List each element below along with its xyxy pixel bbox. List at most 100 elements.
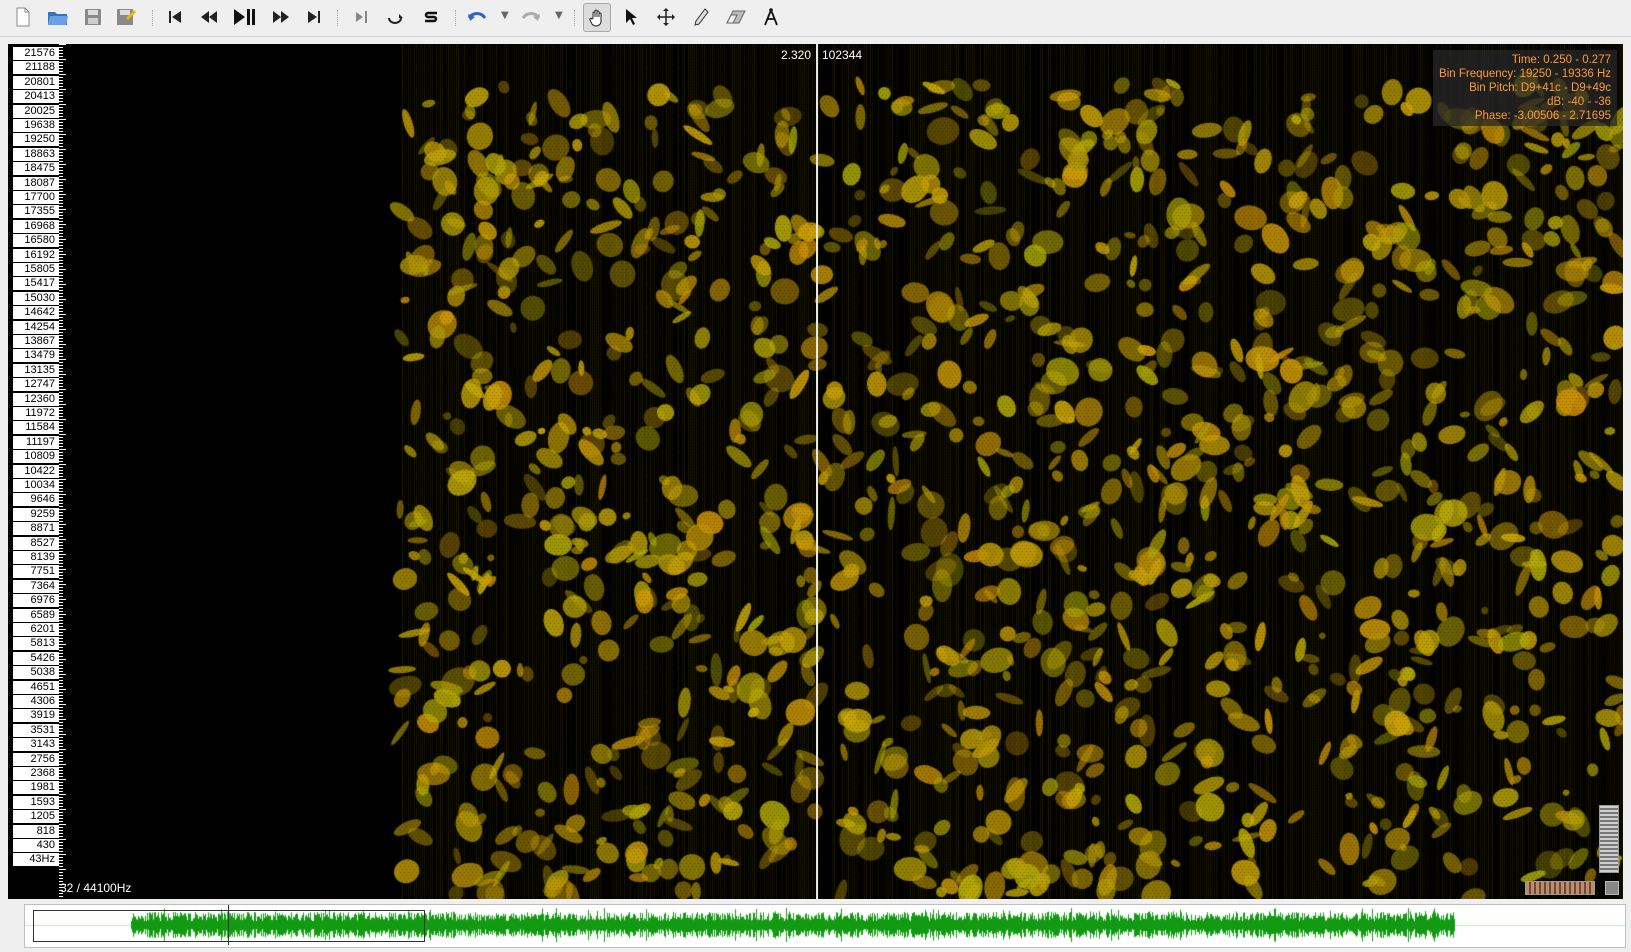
ruler-label: 1593 (13, 795, 59, 809)
ruler-tick (59, 827, 63, 828)
save-session-icon[interactable] (113, 4, 139, 30)
ruler-tick (59, 746, 63, 747)
ruler-label: 3143 (13, 738, 59, 752)
ruler-tick (59, 176, 63, 177)
ruler-tick (59, 380, 63, 381)
toolbar-separator (337, 10, 340, 26)
ruler-tick (59, 509, 66, 510)
ruler-label: 5038 (13, 666, 59, 680)
ruler-tick (59, 803, 63, 804)
redo-dropdown-icon[interactable]: ▼ (555, 10, 563, 21)
move-cross-icon[interactable] (653, 4, 679, 30)
ruler-tick (59, 377, 63, 378)
fast-forward-icon[interactable] (268, 4, 294, 30)
info-bin-pitch: Bin Pitch: D9+41c - D9+49c (1469, 82, 1611, 94)
play-selection-icon[interactable] (348, 4, 374, 30)
ruler-tick (59, 131, 63, 132)
ruler-tick (59, 533, 63, 534)
undo-dropdown-icon[interactable]: ▼ (501, 10, 509, 21)
rewind-to-start-icon[interactable] (162, 4, 188, 30)
overview-view-window[interactable] (33, 910, 425, 942)
new-file-icon[interactable] (10, 4, 36, 30)
rewind-icon[interactable] (196, 4, 222, 30)
ruler-tick (59, 353, 63, 354)
ruler-tick (59, 329, 66, 330)
ruler-tick (59, 203, 63, 204)
ruler-tick (59, 56, 63, 57)
ruler-tick (59, 389, 66, 390)
ruler-tick (59, 722, 63, 723)
ruler-tick (59, 134, 66, 135)
ruler-label: 43Hz (13, 853, 59, 867)
ruler-tick (59, 260, 63, 261)
playhead-cursor[interactable] (816, 44, 818, 899)
ruler-tick (59, 194, 66, 195)
horizontal-zoom-slider[interactable] (1525, 881, 1595, 895)
ruler-tick (59, 227, 63, 228)
save-icon[interactable] (80, 4, 106, 30)
select-arrow-icon[interactable] (618, 4, 644, 30)
measure-compass-icon[interactable] (758, 4, 784, 30)
ruler-label: 11197 (13, 435, 59, 449)
ruler-tick (59, 71, 63, 72)
ruler-tick (59, 149, 66, 150)
redo-icon[interactable] (518, 4, 544, 30)
ruler-tick (59, 521, 63, 522)
undo-icon[interactable] (464, 4, 490, 30)
draw-pencil-icon[interactable] (688, 4, 714, 30)
ruler-tick (59, 419, 66, 420)
ruler-tick (59, 710, 63, 711)
ruler-tick (59, 359, 66, 360)
ruler-tick (59, 266, 63, 267)
solo-icon[interactable] (418, 4, 444, 30)
ruler-tick (59, 341, 63, 342)
ruler-tick (59, 752, 63, 753)
overview-waveform[interactable] (24, 904, 1626, 948)
ruler-tick (59, 422, 63, 423)
ruler-tick (59, 434, 66, 435)
ruler-tick (59, 875, 63, 876)
spectrogram-canvas[interactable] (8, 44, 1623, 899)
ruler-tick (59, 785, 63, 786)
ruler-tick (59, 98, 63, 99)
ruler-tick (59, 641, 63, 642)
overview-waveform-canvas (25, 905, 1625, 947)
ruler-tick (59, 671, 63, 672)
vertical-zoom-slider[interactable] (1599, 805, 1619, 873)
ruler-tick (59, 242, 63, 243)
ruler-tick (59, 674, 66, 675)
ruler-tick (59, 80, 63, 81)
ruler-tick (59, 173, 63, 174)
zoom-reset-button[interactable] (1605, 881, 1619, 895)
ruler-tick (59, 302, 63, 303)
ruler-tick (59, 797, 63, 798)
ruler-tick (59, 773, 63, 774)
overview-playhead (228, 905, 229, 945)
info-time: Time: 0.250 - 0.277 (1511, 54, 1611, 66)
spectrogram-pane[interactable]: 21576 21188 20801 20413 20025 19638 19250 18863… (8, 44, 1623, 899)
ruler-tick (59, 254, 66, 255)
ruler-tick (59, 158, 63, 159)
ruler-tick (59, 536, 63, 537)
ruler-tick (59, 890, 63, 891)
ruler-label: 18475 (13, 162, 59, 176)
ruler-tick (59, 749, 66, 750)
ruler-tick (59, 653, 63, 654)
ruler-label: 5813 (13, 637, 59, 651)
forward-to-end-icon[interactable] (301, 4, 327, 30)
play-pause-icon[interactable] (232, 4, 258, 30)
playhead-time: 2.320 (780, 48, 811, 62)
ruler-tick (59, 548, 63, 549)
open-folder-icon[interactable] (45, 4, 71, 30)
toolbar: ▼ ▼ (0, 0, 1631, 37)
ruler-tick (59, 833, 63, 834)
ruler-tick (59, 104, 66, 105)
ruler-tick (59, 65, 63, 66)
loop-icon[interactable] (382, 4, 408, 30)
ruler-tick (59, 128, 63, 129)
navigate-hand-icon[interactable] (583, 3, 611, 32)
ruler-tick (59, 608, 63, 609)
ruler-label: 11584 (13, 421, 59, 435)
erase-icon[interactable] (723, 4, 749, 30)
ruler-label: 15805 (13, 263, 59, 276)
